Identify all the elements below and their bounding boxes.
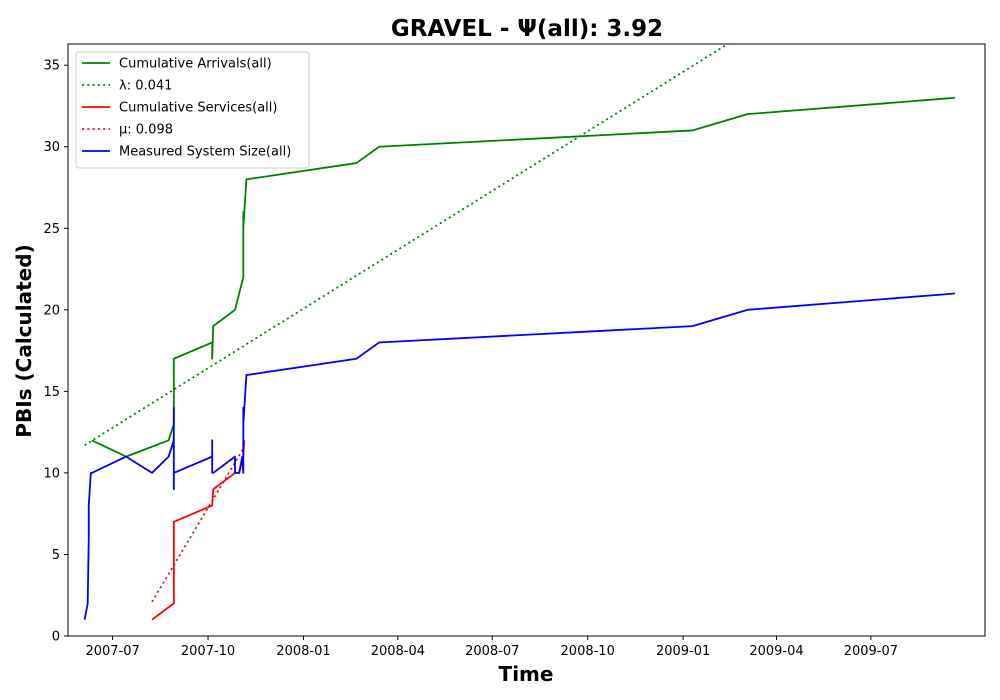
legend-label: μ: 0.098: [119, 123, 173, 138]
x-tick-label: 2009-07: [844, 644, 898, 659]
series-layer: [83, 44, 955, 621]
x-tick-label: 2009-01: [656, 644, 710, 659]
legend-box: [75, 51, 310, 169]
series-line-1: [91, 96, 955, 458]
x-tick-label: 2008-01: [276, 644, 330, 659]
legend-label: Cumulative Services(all): [119, 101, 277, 116]
series-line-4: [151, 446, 246, 603]
x-tick-label: 2008-04: [371, 644, 425, 659]
y-tick-label: 30: [43, 140, 60, 155]
series-line-5: [83, 292, 955, 620]
x-axis-title: Time: [499, 662, 554, 686]
y-axis-title: PBIs (Calculated): [12, 244, 36, 437]
legend-label: Measured System Size(all): [119, 145, 291, 160]
y-tick-label: 0: [52, 630, 60, 645]
y-tick-label: 35: [43, 59, 60, 74]
chart-title: GRAVEL - Ψ(all): 3.92: [391, 16, 663, 42]
y-tick-label: 10: [43, 466, 60, 481]
x-tick-label: 2008-10: [561, 644, 615, 659]
y-tick-label: 25: [43, 222, 60, 237]
x-tick-label: 2008-07: [465, 644, 519, 659]
x-axis: 2007-07 2007-10 2008-01 2008-04 2008-07 2008-…: [85, 636, 898, 659]
legend: Cumulative Arrivals(all) λ: 0.041 Cumulati…: [75, 51, 310, 169]
x-tick-label: 2007-10: [181, 644, 235, 659]
legend-label: Cumulative Arrivals(all): [119, 57, 272, 72]
legend-label: λ: 0.041: [119, 79, 172, 94]
series-line-2: [84, 44, 729, 446]
y-tick-label: 5: [52, 548, 60, 563]
plot-frame: [67, 43, 986, 637]
y-tick-label: 20: [43, 303, 60, 318]
y-tick-label: 15: [43, 385, 60, 400]
y-axis: 0 5 10 15 20 25 30 35: [43, 59, 68, 645]
x-tick-label: 2007-07: [85, 644, 139, 659]
x-tick-label: 2009-04: [749, 644, 803, 659]
